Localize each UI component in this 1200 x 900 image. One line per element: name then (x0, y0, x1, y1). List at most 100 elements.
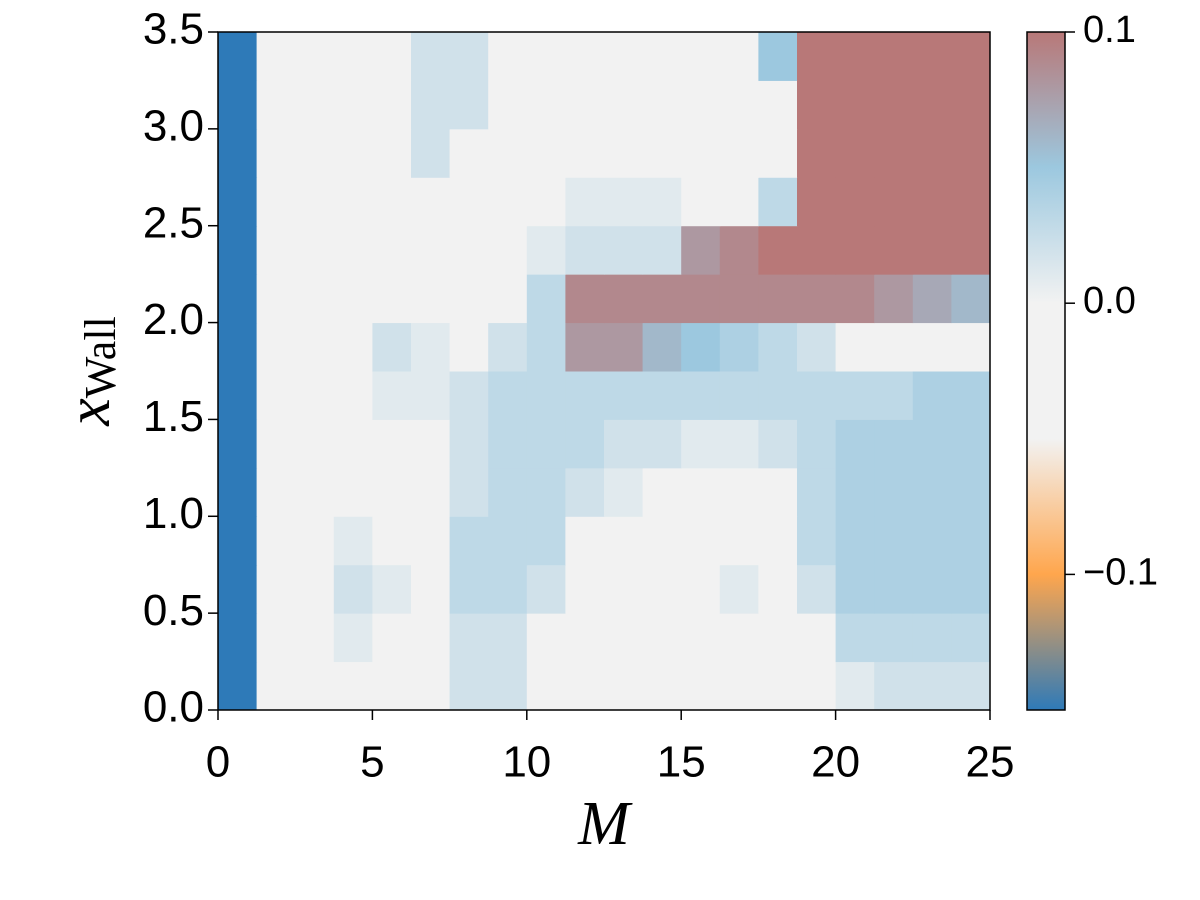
heatmap-cell (565, 613, 605, 663)
heatmap-cell (256, 516, 296, 566)
heatmap-cell (295, 564, 335, 614)
heatmap-cell (951, 661, 991, 711)
heatmap-cell (874, 32, 914, 81)
heatmap-cell (295, 661, 335, 711)
heatmap-cell (218, 613, 258, 663)
heatmap-cell (488, 274, 528, 324)
heatmap-cell (526, 564, 566, 614)
heatmap-cell (719, 274, 759, 324)
heatmap-cell (411, 419, 451, 469)
heatmap-cell (719, 467, 759, 517)
heatmap-cell (835, 322, 875, 372)
plot-frame (217, 31, 991, 711)
heatmap-cell (719, 661, 759, 711)
heatmap-cell (681, 371, 721, 420)
heatmap-cell (449, 371, 489, 420)
heatmap-cell (256, 80, 296, 130)
heatmap-cell (295, 80, 335, 130)
heatmap-cell (411, 467, 451, 517)
heatmap-cell (372, 467, 412, 517)
heatmap-cell (526, 80, 566, 130)
heatmap-cell (951, 564, 991, 614)
heatmap-cell (912, 613, 952, 663)
heatmap-cell (333, 661, 373, 711)
heatmap-cell (951, 225, 991, 275)
heatmap-cell (256, 32, 296, 81)
y-axis-label: xWall (55, 316, 125, 427)
heatmap-cell (372, 32, 412, 81)
heatmap-cell (295, 274, 335, 324)
heatmap-cell (681, 225, 721, 275)
heatmap-cell (449, 419, 489, 469)
heatmap-cell (758, 371, 798, 420)
heatmap-cell (488, 80, 528, 130)
heatmap-cell (565, 467, 605, 517)
y-tick-label: 2.5 (143, 198, 204, 247)
heatmap-cell (604, 371, 644, 420)
heatmap-cell (526, 32, 566, 81)
heatmap-cell (835, 128, 875, 178)
heatmap-cell (797, 32, 837, 81)
heatmap-cell (912, 419, 952, 469)
colorbar-tick-label: −0.1 (1083, 551, 1158, 593)
heatmap-cell (912, 225, 952, 275)
heatmap-cell (874, 613, 914, 663)
heatmap-cell (565, 371, 605, 420)
heatmap-cell (758, 613, 798, 663)
heatmap-cell (411, 613, 451, 663)
heatmap-cell (797, 613, 837, 663)
heatmap-cell (835, 516, 875, 566)
heatmap-cell (951, 128, 991, 178)
heatmap-cell (758, 564, 798, 614)
heatmap-cell (333, 128, 373, 178)
heatmap-cell (874, 467, 914, 517)
heatmap-cell (642, 274, 682, 324)
heatmap-cell (449, 467, 489, 517)
heatmap-cell (912, 564, 952, 614)
heatmap-cell (719, 516, 759, 566)
heatmap-cell (681, 661, 721, 711)
heatmap-cell (372, 322, 412, 372)
heatmap-cell (604, 80, 644, 130)
heatmap-cell (449, 322, 489, 372)
heatmap-cell (333, 419, 373, 469)
heatmap-cell (874, 274, 914, 324)
heatmap-cell (526, 371, 566, 420)
heatmap-cell (758, 80, 798, 130)
heatmap-cell (411, 322, 451, 372)
heatmap-cell (218, 516, 258, 566)
heatmap-cell (604, 467, 644, 517)
heatmap-cell (449, 177, 489, 227)
heatmap-cell (912, 371, 952, 420)
heatmap-cell (565, 80, 605, 130)
heatmap-cell (874, 225, 914, 275)
heatmap-cell (449, 128, 489, 178)
y-tick-label: 1.0 (143, 489, 204, 538)
y-tick-label: 2.0 (143, 295, 204, 344)
heatmap-cell (681, 564, 721, 614)
heatmap-cell (797, 564, 837, 614)
heatmap-cell (642, 613, 682, 663)
heatmap-cell (449, 516, 489, 566)
y-tick-label: 0.0 (143, 683, 204, 732)
heatmap-cell (874, 322, 914, 372)
heatmap-cell (565, 322, 605, 372)
heatmap-cell (372, 80, 412, 130)
heatmap-cell (681, 80, 721, 130)
heatmap-cell (565, 274, 605, 324)
heatmap-cell (642, 419, 682, 469)
heatmap-cell (333, 32, 373, 81)
heatmap-cell (333, 225, 373, 275)
heatmap-cell (333, 371, 373, 420)
x-tick-label: 0 (206, 738, 230, 787)
heatmap-cell (488, 613, 528, 663)
heatmap-cell (835, 371, 875, 420)
heatmap-cell (295, 128, 335, 178)
heatmap-cell (835, 467, 875, 517)
heatmap-cell (719, 128, 759, 178)
heatmap-cell (333, 274, 373, 324)
heatmap-cell (411, 177, 451, 227)
heatmap-cell (912, 516, 952, 566)
heatmap-cell (218, 322, 258, 372)
heatmap-cell (256, 177, 296, 227)
